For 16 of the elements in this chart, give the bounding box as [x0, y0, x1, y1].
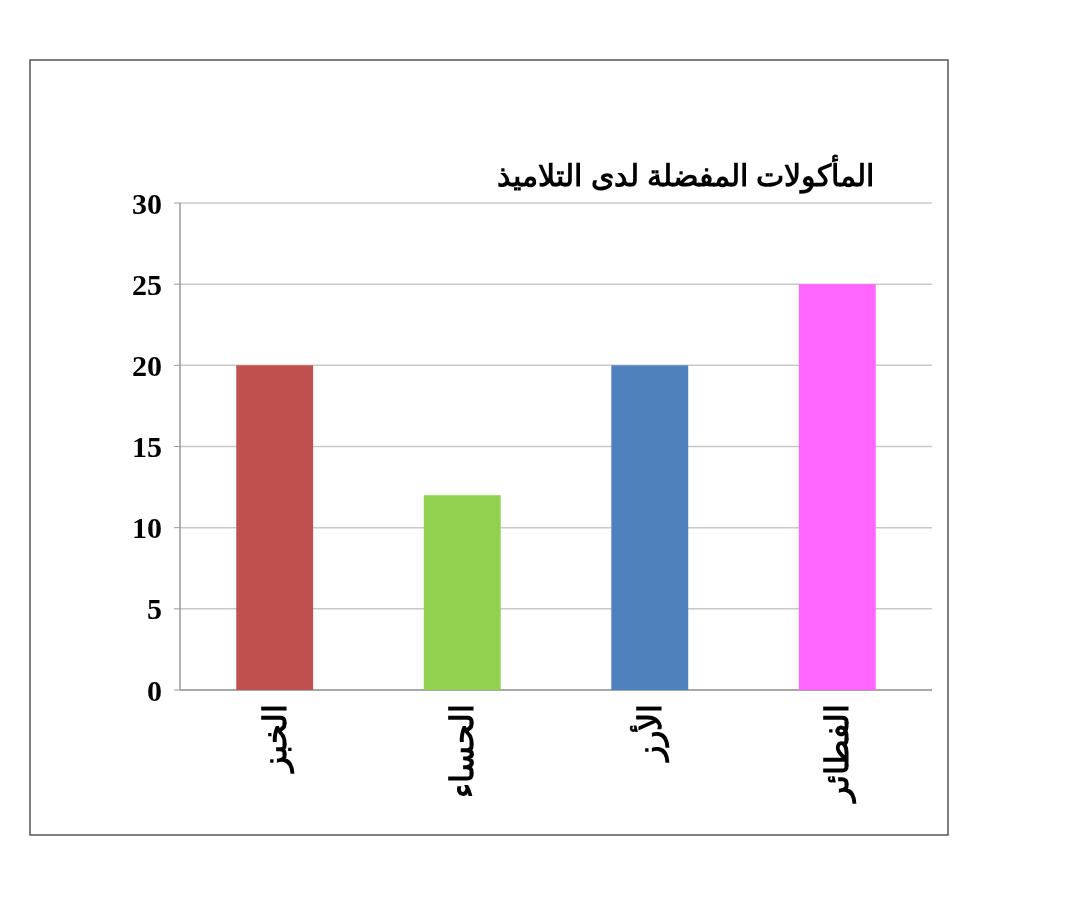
x-tick-label: الحساء: [444, 704, 481, 798]
bar: [611, 365, 689, 690]
x-tick-label: الأرز: [628, 704, 670, 763]
bar: [423, 495, 501, 690]
y-tick-label: 10: [132, 511, 162, 545]
y-tick-label: 15: [132, 430, 162, 463]
x-tick-label: الفطائر: [819, 704, 858, 804]
bar: [798, 284, 876, 690]
y-tick-label: 0: [147, 673, 162, 707]
y-tick-label: 5: [147, 592, 162, 626]
chart-title: المأكولات المفضلة لدى التلاميذ: [497, 154, 875, 194]
x-tick-label: الخبز: [256, 704, 295, 774]
y-tick-label: 20: [132, 348, 162, 382]
bar: [236, 365, 314, 690]
y-tick-label: 25: [132, 267, 162, 301]
y-tick-label: 30: [132, 186, 162, 220]
